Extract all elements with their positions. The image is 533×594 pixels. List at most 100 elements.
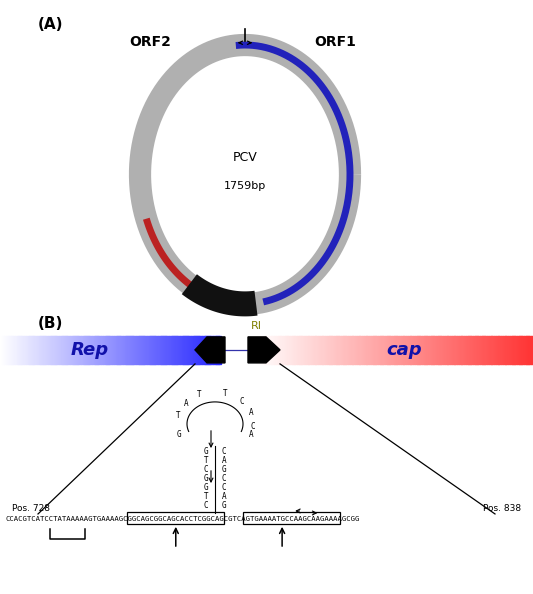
Bar [99, 336, 101, 364]
Bar [18, 336, 21, 364]
Bar [422, 336, 425, 364]
Bar [461, 336, 464, 364]
Bar [397, 336, 399, 364]
Bar [110, 336, 112, 364]
Bar [167, 336, 169, 364]
Bar [413, 336, 415, 364]
Bar [484, 336, 487, 364]
Bar [112, 336, 114, 364]
Bar [183, 336, 185, 364]
Bar [429, 336, 432, 364]
Bar [311, 336, 313, 364]
Bar [325, 336, 327, 364]
Bar [168, 336, 171, 364]
Bar [132, 336, 134, 364]
Bar [29, 336, 31, 364]
Bar [126, 336, 129, 364]
Bar [37, 336, 39, 364]
Bar [361, 336, 365, 364]
Text: T: T [204, 492, 208, 501]
Bar [392, 336, 394, 364]
Bar [459, 336, 462, 364]
Bar [70, 336, 72, 364]
Bar [192, 336, 195, 364]
Bar [154, 336, 156, 364]
Bar [123, 336, 125, 364]
Bar [415, 336, 418, 364]
Bar [2, 336, 4, 364]
Bar [526, 336, 529, 364]
Bar [528, 336, 531, 364]
Bar [198, 336, 200, 364]
Text: G: G [204, 475, 208, 484]
Bar [478, 336, 480, 364]
Bar [47, 336, 50, 364]
Bar [424, 336, 427, 364]
Text: (B): (B) [38, 316, 63, 331]
Bar [79, 336, 81, 364]
Bar [452, 336, 455, 364]
Bar [447, 336, 450, 364]
Bar [531, 336, 533, 364]
Text: A: A [183, 399, 188, 408]
Bar [308, 336, 311, 364]
Bar [435, 336, 439, 364]
Text: C: C [222, 484, 227, 492]
Bar [44, 336, 46, 364]
Bar [278, 336, 281, 364]
Bar [205, 336, 208, 364]
Bar [354, 336, 358, 364]
Bar [276, 336, 279, 364]
Bar [77, 336, 79, 364]
Bar [468, 336, 471, 364]
Bar [336, 336, 339, 364]
Bar [338, 336, 341, 364]
Bar [491, 336, 494, 364]
Text: PCV: PCV [232, 151, 257, 164]
Bar [50, 336, 52, 364]
Bar [41, 336, 43, 364]
Bar [297, 336, 300, 364]
Bar [218, 336, 221, 364]
Bar [180, 336, 182, 364]
Bar [93, 336, 96, 364]
Text: (A): (A) [38, 17, 63, 32]
Bar [503, 336, 506, 364]
Text: A: A [222, 492, 227, 501]
Bar [61, 336, 63, 364]
Bar [189, 336, 191, 364]
Polygon shape [195, 337, 225, 363]
Bar [366, 336, 369, 364]
Bar [498, 336, 501, 364]
Bar [417, 336, 420, 364]
Bar [512, 336, 515, 364]
Bar [214, 336, 217, 364]
Bar [385, 336, 387, 364]
Bar [244, 512, 340, 524]
Bar [130, 336, 133, 364]
Bar [364, 336, 367, 364]
Bar [450, 336, 453, 364]
Bar [487, 336, 489, 364]
Text: C: C [204, 466, 208, 475]
Bar [165, 336, 167, 364]
Bar [178, 336, 180, 364]
Text: T: T [176, 411, 181, 420]
Bar [159, 336, 162, 364]
Bar [438, 336, 441, 364]
Bar [473, 336, 475, 364]
Bar [127, 512, 224, 524]
Bar [83, 336, 85, 364]
Bar [445, 336, 448, 364]
Bar [171, 336, 173, 364]
Bar [163, 336, 166, 364]
Bar [410, 336, 413, 364]
Bar [51, 336, 54, 364]
Bar [320, 336, 322, 364]
Bar [517, 336, 520, 364]
Bar [390, 336, 392, 364]
Bar [200, 336, 202, 364]
Bar [255, 336, 258, 364]
Bar [0, 336, 2, 364]
Text: Pos. 838: Pos. 838 [483, 504, 521, 513]
